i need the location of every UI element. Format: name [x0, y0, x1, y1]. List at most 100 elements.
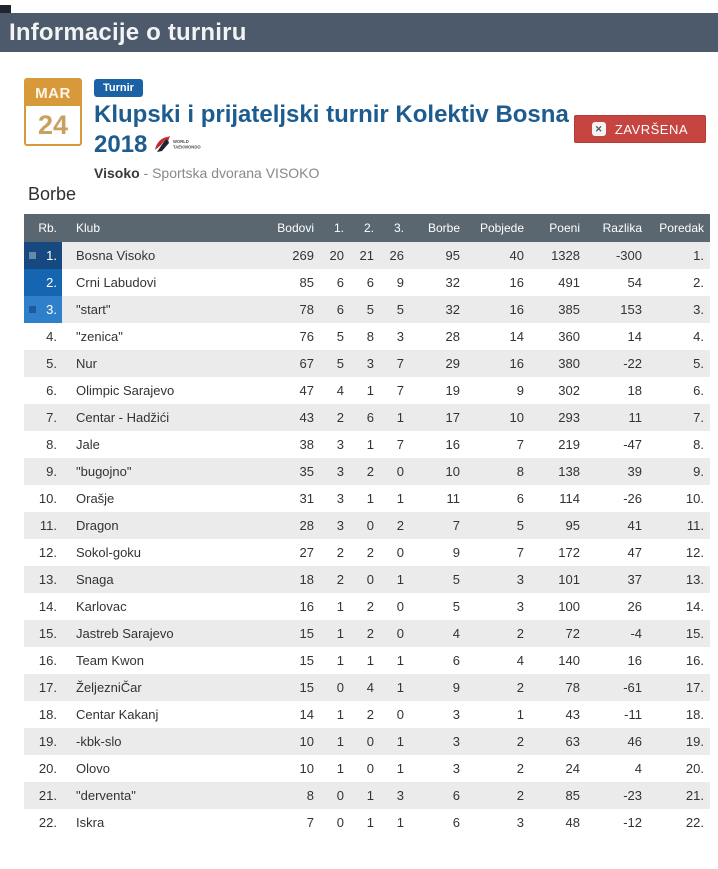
- stat-cell: 20: [329, 248, 344, 263]
- stat-cell: 35: [299, 464, 314, 479]
- stat-cell: 20.: [685, 761, 704, 776]
- svg-text:WORLD: WORLD: [173, 139, 189, 144]
- event-header: MAR 24 Turnir Klupski i prijateljski tur…: [0, 52, 718, 181]
- column-header-bodovi: Bodovi: [277, 221, 314, 235]
- stat-cell: 385: [558, 302, 580, 317]
- stat-cell: 2: [516, 761, 524, 776]
- column-header-2: 2.: [363, 221, 374, 235]
- stat-cell: 0: [336, 680, 344, 695]
- stat-cell: 16: [445, 437, 460, 452]
- rank-cell: 10.: [38, 491, 57, 506]
- svg-text:TAEKWONDO: TAEKWONDO: [173, 145, 201, 150]
- stat-cell: 6.: [693, 383, 704, 398]
- club-name-cell: Orašje: [76, 491, 115, 506]
- table-row: 1. Bosna Visoko 269 20 21 26 95 40 1328 -300 1.: [24, 242, 710, 269]
- rank-cell: 12.: [38, 545, 57, 560]
- stat-cell: 1: [516, 707, 524, 722]
- stat-cell: 16.: [685, 653, 704, 668]
- stat-cell: 3.: [693, 302, 704, 317]
- stat-cell: -61: [623, 680, 642, 695]
- table-row: 12. Sokol-goku 27 2 2 0 9 7 172 47 12.: [24, 539, 710, 566]
- stat-cell: 1: [366, 815, 374, 830]
- stat-cell: 0: [366, 761, 374, 776]
- stat-cell: 46: [627, 734, 642, 749]
- stat-cell: 3: [516, 599, 524, 614]
- stat-cell: 19: [445, 383, 460, 398]
- stat-cell: 28: [445, 329, 460, 344]
- page-header-bar: Informacije o turniru: [0, 13, 718, 52]
- table-row: 13. Snaga 18 2 0 1 5 3 101 37 13.: [24, 566, 710, 593]
- stat-cell: 2: [336, 545, 344, 560]
- stat-cell: 22.: [685, 815, 704, 830]
- column-header-poredak: Poredak: [659, 221, 704, 235]
- stat-cell: 2: [366, 464, 374, 479]
- rank-cell: 1.: [24, 242, 62, 269]
- table-row: 2. Crni Labudovi 85 6 6 9 32 16 491 54 2.: [24, 269, 710, 296]
- stat-cell: 0: [366, 572, 374, 587]
- rank-cell: 18.: [38, 707, 57, 722]
- calendar-date-box: MAR 24: [24, 78, 82, 146]
- stat-cell: 1: [336, 734, 344, 749]
- stat-cell: 0: [396, 545, 404, 560]
- rank-cell: 9.: [46, 464, 57, 479]
- world-taekwondo-logo-icon: WORLD TAEKWONDO: [153, 132, 209, 162]
- table-row: 21. "derventa" 8 0 1 3 6 2 85 -23 21.: [24, 782, 710, 809]
- event-location: Visoko - Sportska dvorana VISOKO: [94, 165, 574, 181]
- stat-cell: 40: [509, 248, 524, 263]
- stat-cell: 101: [558, 572, 580, 587]
- stat-cell: 2: [366, 707, 374, 722]
- stat-cell: 1: [396, 680, 404, 695]
- stat-cell: 114: [559, 491, 580, 506]
- stat-cell: 14: [299, 707, 314, 722]
- stat-cell: 16: [627, 653, 642, 668]
- stat-cell: 3: [366, 356, 374, 371]
- stat-cell: 0: [366, 734, 374, 749]
- stat-cell: 78: [299, 302, 314, 317]
- stat-cell: 3: [336, 464, 344, 479]
- stat-cell: 6: [336, 302, 344, 317]
- location-city: Visoko: [94, 165, 140, 181]
- stat-cell: 4: [516, 653, 524, 668]
- stat-cell: 8.: [693, 437, 704, 452]
- club-name-cell: Olimpic Sarajevo: [76, 383, 175, 398]
- table-header-row: Rb. Klub Bodovi 1. 2. 3. Borbe Pobjede Poeni Razl…: [24, 214, 710, 242]
- stat-cell: 2.: [693, 275, 704, 290]
- rank-cell: 13.: [38, 572, 57, 587]
- column-header-borbe: Borbe: [427, 221, 460, 235]
- stat-cell: 0: [396, 599, 404, 614]
- stat-cell: 1: [336, 599, 344, 614]
- table-row: 18. Centar Kakanj 14 1 2 0 3 1 43 -11 18.: [24, 701, 710, 728]
- tournament-type-badge[interactable]: Turnir: [94, 79, 143, 97]
- table-row: 17. ŽeljezniČar 15 0 4 1 9 2 78 -61 17.: [24, 674, 710, 701]
- table-row: 6. Olimpic Sarajevo 47 4 1 7 19 9 302 18 6.: [24, 377, 710, 404]
- table-row: 3. "start" 78 6 5 5 32 16 385 153 3.: [24, 296, 710, 323]
- rank-cell: 8.: [46, 437, 57, 452]
- table-body: 1. Bosna Visoko 269 20 21 26 95 40 1328 -300 1. 2. C…: [24, 242, 710, 836]
- table-row: 15. Jastreb Sarajevo 15 1 2 0 4 2 72 -4 15.: [24, 620, 710, 647]
- stat-cell: 37: [627, 572, 642, 587]
- stat-cell: 10: [299, 734, 314, 749]
- club-name-cell: Jale: [76, 437, 100, 452]
- stat-cell: 2: [396, 518, 404, 533]
- stat-cell: 3: [396, 788, 404, 803]
- stat-cell: 95: [445, 248, 460, 263]
- stat-cell: 1: [366, 653, 374, 668]
- stat-cell: 10: [445, 464, 460, 479]
- club-name-cell: Snaga: [76, 572, 114, 587]
- stat-cell: 38: [299, 437, 314, 452]
- stat-cell: 5: [452, 572, 460, 587]
- stat-cell: 43: [299, 410, 314, 425]
- club-name-cell: Jastreb Sarajevo: [76, 626, 174, 641]
- stat-cell: 15.: [685, 626, 704, 641]
- club-name-cell: Sokol-goku: [76, 545, 142, 560]
- page-title: Informacije o turniru: [9, 18, 247, 46]
- stat-cell: 1: [396, 734, 404, 749]
- table-row: 19. -kbk-slo 10 1 0 1 3 2 63 46 19.: [24, 728, 710, 755]
- stat-cell: 1: [396, 491, 404, 506]
- stat-cell: 4: [336, 383, 344, 398]
- table-row: 5. Nur 67 5 3 7 29 16 380 -22 5.: [24, 350, 710, 377]
- stat-cell: 7: [396, 383, 404, 398]
- date-day: 24: [37, 109, 69, 140]
- rank-cell: 14.: [38, 599, 57, 614]
- status-button[interactable]: ✕ ZAVRŠENA: [573, 115, 706, 143]
